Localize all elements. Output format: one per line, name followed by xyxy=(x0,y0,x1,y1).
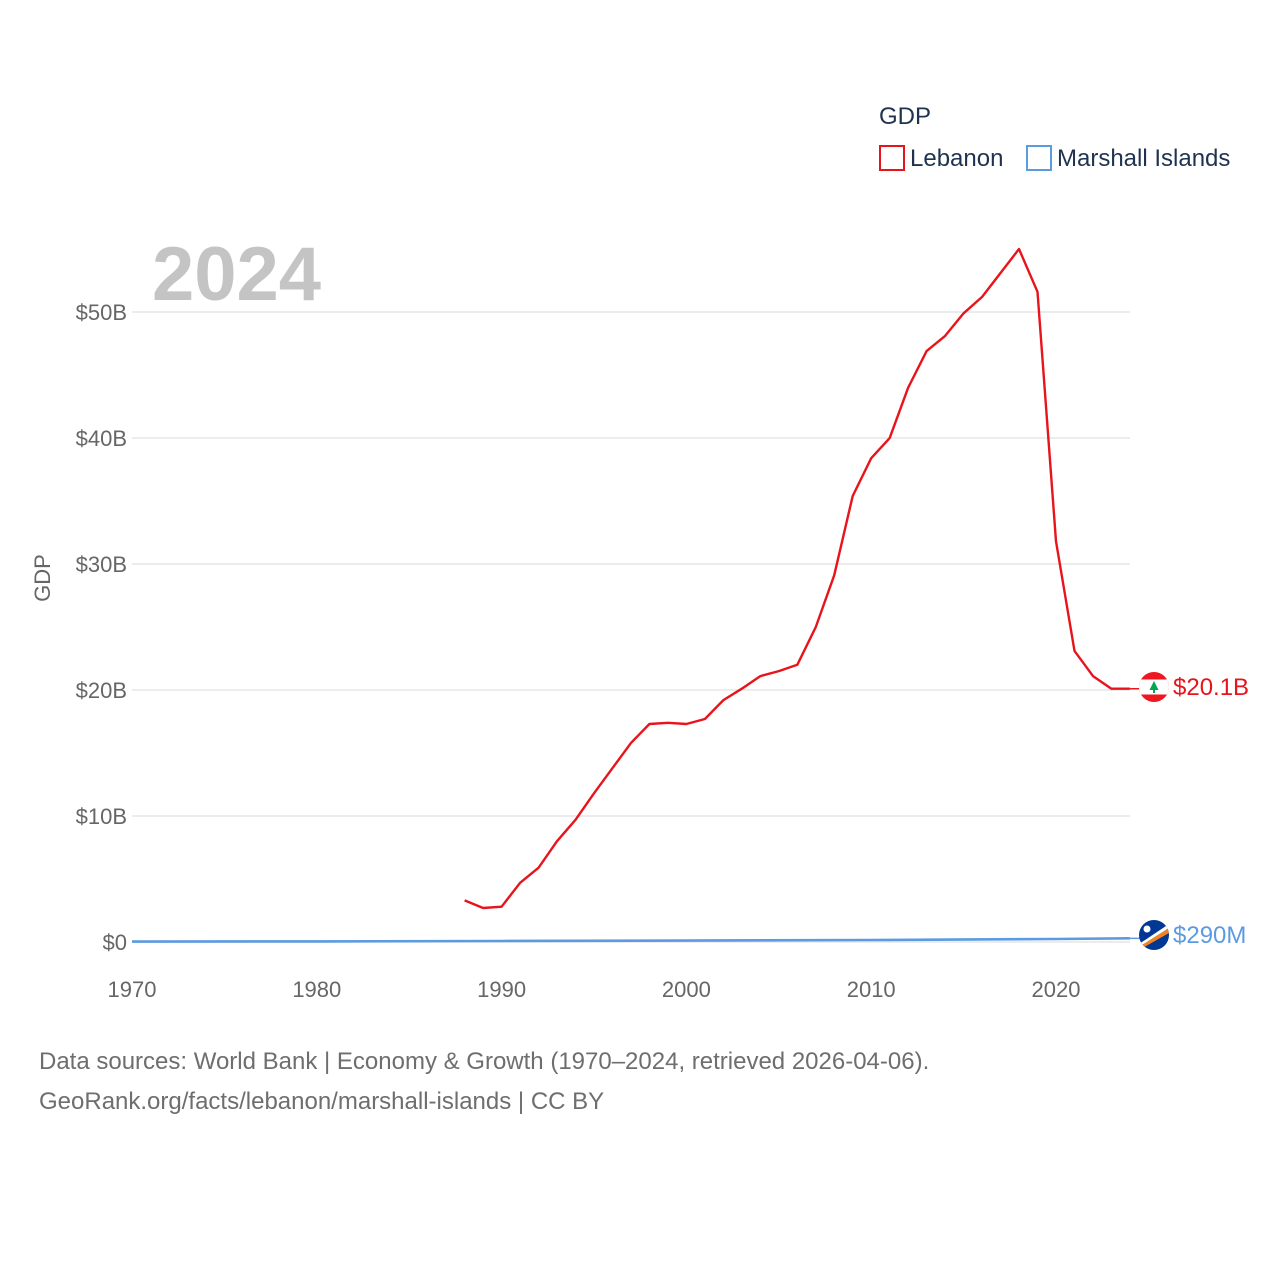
series-line-lebanon xyxy=(464,247,1130,910)
y-tick-label: $40B xyxy=(76,426,127,451)
series-end-value: $20.1B xyxy=(1173,674,1249,701)
gridlines xyxy=(132,311,1130,943)
legend-swatch-marshall-islands[interactable] xyxy=(1026,145,1052,171)
series-line-marshall-islands xyxy=(131,937,1130,943)
source-line-1: Data sources: World Bank | Economy & Gro… xyxy=(39,1048,930,1075)
series-lines xyxy=(131,247,1130,943)
legend: GDP Lebanon Marshall Islands xyxy=(879,103,1230,172)
x-tick-label: 1990 xyxy=(477,977,526,1002)
x-tick-label: 2010 xyxy=(847,977,896,1002)
year-indicator: 2024 xyxy=(152,232,321,317)
star-icon xyxy=(1143,925,1151,933)
cedar-trunk xyxy=(1153,690,1155,693)
y-axis-ticks: $0 $10B $20B $30B $40B $50B xyxy=(76,300,127,955)
series-end-value: $290M xyxy=(1173,922,1246,949)
cedar-icon xyxy=(1149,681,1159,690)
gdp-line-chart: $0 $10B $20B $30B $40B $50B 1970 1980 1990 2000 2… xyxy=(30,103,1249,1002)
legend-label-lebanon[interactable]: Lebanon xyxy=(910,145,1003,172)
y-axis-label: GDP xyxy=(30,554,55,602)
legend-title: GDP xyxy=(879,103,931,130)
y-tick-label: $30B xyxy=(76,552,127,577)
flag-orange-ray xyxy=(1139,928,1169,950)
legend-swatch-lebanon[interactable] xyxy=(879,145,905,171)
marshall-islands-flag-icon xyxy=(1139,920,1169,950)
x-axis-ticks: 1970 1980 1990 2000 2010 2020 xyxy=(108,977,1081,1002)
x-tick-label: 2020 xyxy=(1032,977,1081,1002)
legend-label-marshall-islands[interactable]: Marshall Islands xyxy=(1057,145,1230,172)
x-tick-label: 2000 xyxy=(662,977,711,1002)
source-line-2: GeoRank.org/facts/lebanon/marshall-islan… xyxy=(39,1088,605,1115)
flag-white-ray xyxy=(1139,924,1169,947)
series-end-markers: $20.1B $290M xyxy=(1129,672,1249,950)
data-source-note: Data sources: World Bank | Economy & Gro… xyxy=(39,1042,929,1122)
y-tick-label: $0 xyxy=(103,930,127,955)
lebanon-flag-icon xyxy=(1139,672,1169,702)
y-tick-label: $10B xyxy=(76,804,127,829)
x-tick-label: 1980 xyxy=(292,977,341,1002)
y-tick-label: $50B xyxy=(76,300,127,325)
y-tick-label: $20B xyxy=(76,678,127,703)
x-tick-label: 1970 xyxy=(108,977,157,1002)
